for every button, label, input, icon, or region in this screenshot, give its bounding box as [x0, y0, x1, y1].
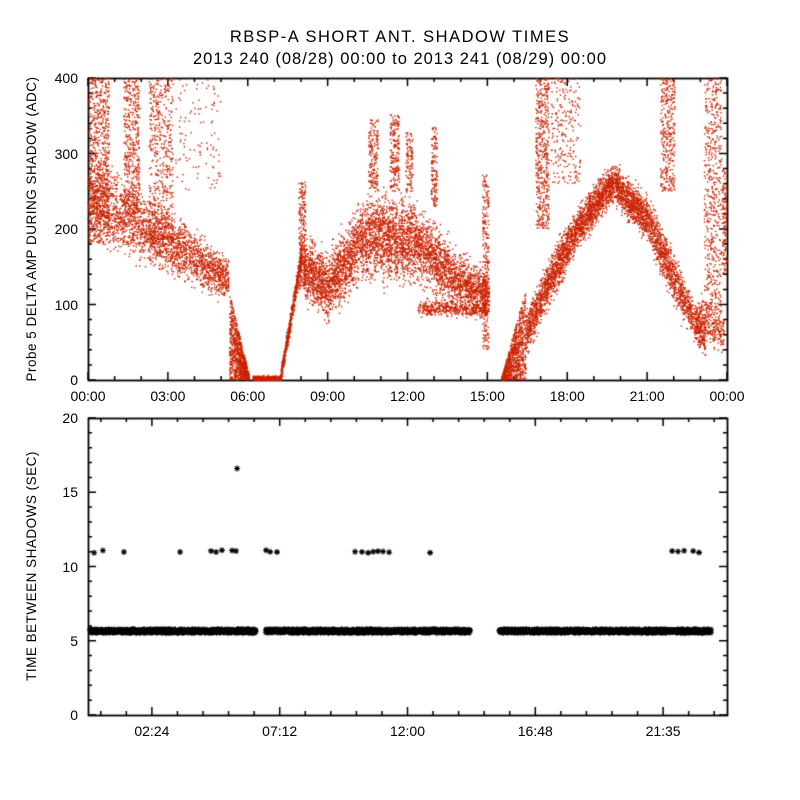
x-tick-label: 21:00	[629, 388, 665, 404]
y-tick-label: 20	[62, 410, 78, 426]
y-tick-label: 5	[70, 632, 78, 649]
y-tick-label: 200	[54, 221, 78, 237]
x-tick-label: 02:24	[134, 723, 170, 739]
x-tick-label: 12:00	[389, 388, 426, 404]
x-tick-label: 21:35	[645, 723, 681, 739]
chart-subtitle: 2013 240 (08/28) 00:00 to 2013 241 (08/2…	[192, 50, 608, 68]
chart-title: RBSP-A SHORT ANT. SHADOW TIMES	[229, 28, 571, 46]
y-tick-label: 300	[54, 145, 78, 162]
y-tick-label: 0	[70, 372, 78, 388]
x-tick-label: 12:00	[389, 723, 426, 739]
x-tick-label: 06:00	[230, 388, 266, 404]
x-tick-label: 15:00	[469, 388, 505, 404]
x-tick-label: 09:00	[310, 388, 346, 404]
y-tick-label: 0	[70, 707, 78, 723]
y-tick-label: 100	[54, 296, 78, 313]
x-tick-label: 16:48	[517, 723, 553, 739]
x-tick-label: 07:12	[262, 723, 298, 739]
x-tick-label: 03:00	[150, 388, 186, 404]
x-tick-label: 00:00	[709, 388, 745, 404]
y-tick-label: 15	[62, 484, 78, 501]
x-tick-label: 00:00	[70, 388, 106, 404]
y-tick-label: 10	[62, 558, 78, 575]
x-tick-label: 18:00	[549, 388, 585, 404]
y-tick-label: 400	[54, 70, 78, 86]
